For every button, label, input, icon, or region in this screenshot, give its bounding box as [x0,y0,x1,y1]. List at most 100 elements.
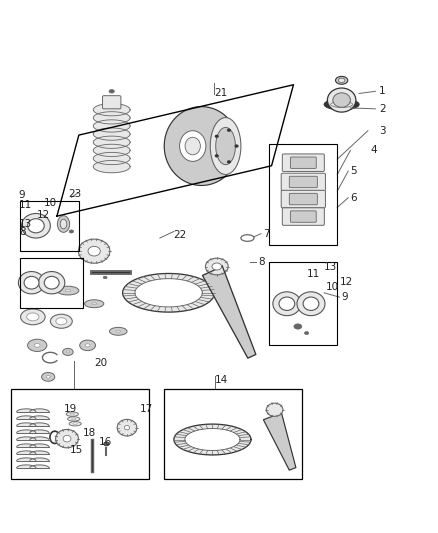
FancyBboxPatch shape [102,96,121,109]
Ellipse shape [24,277,39,289]
Polygon shape [93,128,130,140]
Text: 10: 10 [326,282,339,292]
FancyBboxPatch shape [290,211,316,222]
Ellipse shape [50,314,72,328]
Text: 19: 19 [64,404,77,414]
Ellipse shape [333,93,350,107]
Ellipse shape [279,297,295,310]
Ellipse shape [78,239,110,263]
Text: 8: 8 [258,257,265,267]
Ellipse shape [273,292,301,316]
FancyBboxPatch shape [281,173,325,191]
Ellipse shape [124,425,130,430]
Polygon shape [93,160,130,173]
Ellipse shape [303,297,319,310]
Ellipse shape [215,155,219,157]
Text: 10: 10 [44,198,57,208]
Bar [164,389,302,479]
Ellipse shape [56,318,67,325]
Text: 17: 17 [140,404,153,414]
Text: 2: 2 [379,104,385,114]
Polygon shape [93,103,130,116]
Text: 15: 15 [70,446,83,456]
FancyBboxPatch shape [290,157,316,168]
Polygon shape [93,144,130,157]
Ellipse shape [336,76,348,84]
Ellipse shape [297,292,325,316]
FancyBboxPatch shape [289,176,317,188]
Ellipse shape [205,258,228,275]
Ellipse shape [57,216,70,232]
Ellipse shape [85,344,90,347]
Text: 23: 23 [68,189,81,199]
Ellipse shape [60,219,67,229]
Ellipse shape [294,324,302,329]
Ellipse shape [57,286,79,295]
Ellipse shape [185,138,200,155]
Polygon shape [93,112,130,124]
Ellipse shape [80,340,95,351]
Ellipse shape [88,246,100,256]
Polygon shape [93,152,130,165]
Polygon shape [164,107,239,185]
Text: 1: 1 [379,86,385,96]
Ellipse shape [56,430,78,448]
Ellipse shape [70,413,74,415]
Text: 6: 6 [350,193,357,203]
FancyBboxPatch shape [282,154,324,172]
Ellipse shape [266,403,283,416]
Text: 22: 22 [173,230,186,240]
Ellipse shape [104,442,109,446]
Ellipse shape [327,88,356,112]
Polygon shape [57,85,293,216]
Ellipse shape [235,145,238,147]
Ellipse shape [109,90,114,93]
Bar [269,144,337,245]
Text: 21: 21 [215,88,228,98]
Text: 8: 8 [19,228,25,237]
Ellipse shape [44,277,59,289]
Ellipse shape [39,271,65,294]
Ellipse shape [116,330,120,332]
Ellipse shape [227,129,231,132]
Text: 9: 9 [19,190,25,200]
Ellipse shape [304,332,309,335]
Ellipse shape [212,263,222,270]
Ellipse shape [28,339,47,351]
Polygon shape [174,424,251,455]
Polygon shape [123,273,215,312]
Ellipse shape [21,309,45,325]
Ellipse shape [34,343,40,347]
Ellipse shape [42,373,55,381]
Text: 12: 12 [339,277,353,287]
FancyBboxPatch shape [281,190,325,208]
Ellipse shape [66,412,78,416]
Ellipse shape [110,327,127,335]
Text: 13: 13 [324,262,337,271]
Text: 7: 7 [263,229,269,239]
Polygon shape [185,429,240,450]
Ellipse shape [103,276,107,279]
Ellipse shape [210,118,241,174]
Text: 20: 20 [94,358,107,368]
Ellipse shape [227,160,231,163]
Ellipse shape [21,214,50,238]
Polygon shape [135,279,202,307]
Text: 16: 16 [99,437,112,447]
Ellipse shape [63,435,71,442]
Text: 5: 5 [350,166,357,176]
Text: 4: 4 [370,146,377,156]
Ellipse shape [215,127,236,165]
Ellipse shape [215,135,219,138]
Bar [20,201,79,251]
Ellipse shape [73,423,78,425]
Text: 11: 11 [307,269,320,279]
Ellipse shape [85,300,104,308]
Ellipse shape [324,99,359,110]
Bar [20,258,83,308]
Polygon shape [93,136,130,148]
Text: 18: 18 [83,428,96,438]
Ellipse shape [117,419,137,436]
Ellipse shape [69,422,81,426]
Bar [269,262,337,345]
